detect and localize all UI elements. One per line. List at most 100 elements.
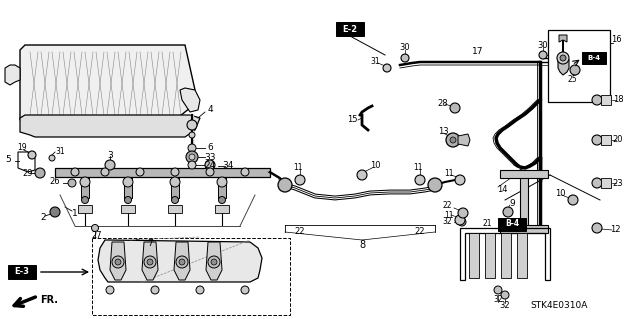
Circle shape bbox=[560, 55, 566, 61]
Bar bbox=[601, 178, 611, 188]
Text: 11: 11 bbox=[444, 211, 454, 219]
Text: 18: 18 bbox=[612, 95, 623, 105]
Circle shape bbox=[450, 137, 456, 143]
Circle shape bbox=[458, 208, 468, 218]
Circle shape bbox=[458, 218, 466, 226]
Text: 27: 27 bbox=[92, 232, 102, 241]
Circle shape bbox=[205, 160, 215, 170]
Text: 11: 11 bbox=[413, 162, 423, 172]
Text: 11: 11 bbox=[444, 168, 454, 177]
Circle shape bbox=[446, 133, 460, 147]
Text: B-4: B-4 bbox=[505, 219, 519, 228]
Circle shape bbox=[144, 256, 156, 268]
Circle shape bbox=[187, 120, 197, 130]
Circle shape bbox=[188, 144, 196, 152]
Circle shape bbox=[592, 178, 602, 188]
Polygon shape bbox=[142, 242, 158, 280]
Text: STK4E0310A: STK4E0310A bbox=[530, 300, 588, 309]
Circle shape bbox=[112, 256, 124, 268]
Polygon shape bbox=[500, 170, 548, 178]
Circle shape bbox=[592, 135, 602, 145]
Text: 11: 11 bbox=[293, 162, 303, 172]
Circle shape bbox=[241, 286, 249, 294]
Circle shape bbox=[147, 259, 153, 265]
Text: FR.: FR. bbox=[40, 295, 58, 305]
Circle shape bbox=[188, 161, 196, 169]
Text: 19: 19 bbox=[17, 144, 27, 152]
Text: E-2: E-2 bbox=[342, 25, 358, 33]
Text: 3: 3 bbox=[107, 151, 113, 160]
Polygon shape bbox=[559, 35, 567, 42]
Circle shape bbox=[68, 179, 76, 187]
Polygon shape bbox=[520, 170, 528, 230]
Polygon shape bbox=[485, 233, 495, 278]
Circle shape bbox=[592, 223, 602, 233]
Polygon shape bbox=[469, 233, 479, 278]
Circle shape bbox=[196, 286, 204, 294]
Circle shape bbox=[28, 151, 36, 159]
Polygon shape bbox=[5, 65, 20, 85]
Bar bbox=[498, 218, 526, 231]
Text: 28: 28 bbox=[438, 99, 448, 108]
Circle shape bbox=[206, 168, 214, 176]
Circle shape bbox=[136, 168, 144, 176]
Text: 26: 26 bbox=[49, 177, 60, 187]
Bar bbox=[548, 30, 610, 102]
Text: 2: 2 bbox=[40, 213, 46, 222]
Polygon shape bbox=[206, 242, 222, 280]
Circle shape bbox=[49, 155, 55, 161]
Bar bbox=[601, 135, 611, 145]
Bar bbox=[168, 205, 182, 213]
Circle shape bbox=[171, 168, 179, 176]
Text: 9: 9 bbox=[509, 198, 515, 207]
Polygon shape bbox=[171, 177, 179, 198]
Bar bbox=[215, 205, 229, 213]
Bar bbox=[8, 265, 36, 279]
Text: 4: 4 bbox=[207, 106, 213, 115]
Bar bbox=[601, 95, 611, 105]
Text: 29: 29 bbox=[23, 168, 33, 177]
Text: 22: 22 bbox=[415, 227, 425, 236]
Bar bbox=[121, 205, 135, 213]
Text: 14: 14 bbox=[497, 186, 508, 195]
Bar bbox=[78, 205, 92, 213]
Circle shape bbox=[151, 286, 159, 294]
Text: 34: 34 bbox=[222, 160, 234, 169]
Text: 24: 24 bbox=[204, 160, 216, 169]
Circle shape bbox=[186, 151, 198, 163]
Polygon shape bbox=[55, 168, 270, 177]
Circle shape bbox=[415, 175, 425, 185]
Circle shape bbox=[570, 65, 580, 75]
Circle shape bbox=[539, 51, 547, 59]
Polygon shape bbox=[558, 35, 569, 75]
Circle shape bbox=[50, 207, 60, 217]
Polygon shape bbox=[98, 240, 262, 282]
Text: 32: 32 bbox=[442, 218, 452, 226]
Circle shape bbox=[115, 259, 121, 265]
Circle shape bbox=[455, 215, 465, 225]
Text: 21: 21 bbox=[483, 219, 492, 228]
Text: 22: 22 bbox=[295, 227, 305, 236]
Circle shape bbox=[217, 177, 227, 187]
Text: 12: 12 bbox=[610, 226, 620, 234]
Polygon shape bbox=[124, 177, 132, 198]
Circle shape bbox=[81, 197, 88, 204]
Text: 25: 25 bbox=[567, 76, 577, 85]
Text: 6: 6 bbox=[207, 143, 213, 152]
Circle shape bbox=[592, 95, 602, 105]
Circle shape bbox=[218, 197, 225, 204]
Polygon shape bbox=[218, 177, 226, 198]
Circle shape bbox=[176, 256, 188, 268]
Polygon shape bbox=[20, 115, 200, 137]
Circle shape bbox=[123, 177, 133, 187]
Circle shape bbox=[125, 197, 131, 204]
Circle shape bbox=[503, 207, 513, 217]
Circle shape bbox=[401, 54, 409, 62]
Circle shape bbox=[211, 259, 217, 265]
Text: 23: 23 bbox=[612, 179, 623, 188]
Circle shape bbox=[134, 240, 141, 247]
Circle shape bbox=[450, 103, 460, 113]
Bar bbox=[582, 52, 606, 64]
Text: 32: 32 bbox=[493, 295, 503, 305]
Text: 30: 30 bbox=[538, 41, 548, 49]
